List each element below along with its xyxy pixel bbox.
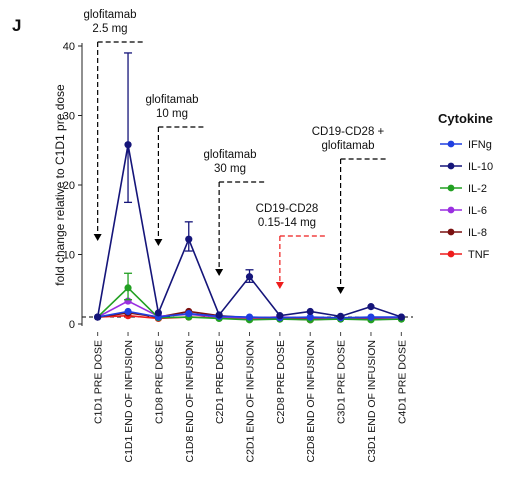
legend-label: IL-6 xyxy=(468,205,487,217)
data-point xyxy=(124,141,132,149)
y-tick-label: 20 xyxy=(63,180,75,192)
data-point xyxy=(185,309,193,318)
axis-layer: 0 10 20 30 40 C1D1 PRE DOSE C1D1 END OF INFUSI… xyxy=(63,41,409,463)
annotation-arrow-head xyxy=(154,239,163,246)
legend: Cytokine IFNg IL-10 IL-2 IL-6 IL-8 TNF xyxy=(438,111,493,261)
x-tick-label: C1D8 PRE DOSE xyxy=(153,340,165,424)
data-point xyxy=(397,313,405,321)
legend-swatch-point xyxy=(447,162,455,170)
series-il-10 xyxy=(94,52,405,321)
dose-annotation: glofitamab 30 mg xyxy=(203,149,266,276)
dose-annotation: glofitamab 2.5 mg xyxy=(83,9,144,241)
data-point xyxy=(306,307,314,316)
data-point xyxy=(245,273,254,281)
legend-title: Cytokine xyxy=(438,111,493,126)
dose-annotation: CD19-CD28 0.15-14 mg xyxy=(256,203,326,289)
data-point xyxy=(367,313,375,321)
data-point xyxy=(124,307,132,316)
annotation-text: CD19-CD28 xyxy=(256,203,319,215)
x-tick-label: C3D1 PRE DOSE xyxy=(336,340,348,424)
series-layer xyxy=(94,52,405,324)
data-point xyxy=(337,312,345,320)
x-tick-label: C1D1 END OF INFUSION xyxy=(123,340,135,463)
y-tick-label: 10 xyxy=(63,250,75,262)
annotation-text: CD19-CD28 + xyxy=(312,126,385,138)
legend-label: IFNg xyxy=(468,139,492,151)
annotation-text: 0.15-14 mg xyxy=(258,217,316,229)
x-tick-label: C2D1 PRE DOSE xyxy=(214,340,226,424)
data-point xyxy=(367,303,375,311)
y-tick-label: 30 xyxy=(63,111,75,123)
annotation-text: glofitamab xyxy=(321,140,374,152)
legend-swatch-point xyxy=(447,184,455,192)
legend-swatch-point xyxy=(447,206,455,214)
annotation-arrow-head xyxy=(275,282,284,289)
x-tick-label: C2D8 PRE DOSE xyxy=(275,340,287,424)
annotation-text: glofitamab xyxy=(145,94,198,106)
y-tick-label: 0 xyxy=(69,319,75,331)
annotation-text: 10 mg xyxy=(156,108,188,120)
x-tick-label: C1D8 END OF INFUSION xyxy=(184,340,196,463)
legend-swatch-point xyxy=(447,228,455,236)
legend-label: TNF xyxy=(468,249,490,261)
data-point xyxy=(94,313,102,321)
data-point xyxy=(124,284,132,292)
x-tick-label: C1D1 PRE DOSE xyxy=(93,340,105,424)
dose-annotation: glofitamab 10 mg xyxy=(145,94,205,246)
annotation-arrow-head xyxy=(93,234,102,241)
y-tick-label: 40 xyxy=(63,41,75,53)
x-tick-label: C2D1 END OF INFUSION xyxy=(245,340,257,463)
annotation-arrow-head xyxy=(215,269,224,276)
data-point xyxy=(185,235,193,243)
data-point xyxy=(306,313,314,321)
annotation-arrow-head xyxy=(336,287,345,294)
legend-label: IL-8 xyxy=(468,227,487,239)
legend-swatch-point xyxy=(447,250,455,258)
annotation-text: glofitamab xyxy=(83,9,136,21)
panel-label: J xyxy=(12,16,21,35)
legend-items: IFNg IL-10 IL-2 IL-6 IL-8 TNF xyxy=(440,139,493,261)
y-axis-label: fold change relative to C1D1 pre dose xyxy=(53,84,67,286)
legend-label: IL-10 xyxy=(468,161,493,173)
x-tick-label: C3D1 END OF INFUSION xyxy=(366,340,378,463)
annotation-text: 30 mg xyxy=(214,163,246,175)
dose-annotation: CD19-CD28 + glofitamab xyxy=(312,126,387,294)
x-tick-label: C2D8 END OF INFUSION xyxy=(305,340,317,463)
annotation-text: glofitamab xyxy=(203,149,256,161)
series-line xyxy=(96,144,402,318)
legend-swatch-point xyxy=(447,140,455,148)
legend-label: IL-2 xyxy=(468,183,487,195)
annotation-text: 2.5 mg xyxy=(92,23,127,35)
data-point xyxy=(154,309,162,317)
data-point xyxy=(276,312,284,320)
data-point xyxy=(215,311,223,319)
x-tick-label: C4D1 PRE DOSE xyxy=(396,340,408,424)
data-point xyxy=(245,313,254,321)
